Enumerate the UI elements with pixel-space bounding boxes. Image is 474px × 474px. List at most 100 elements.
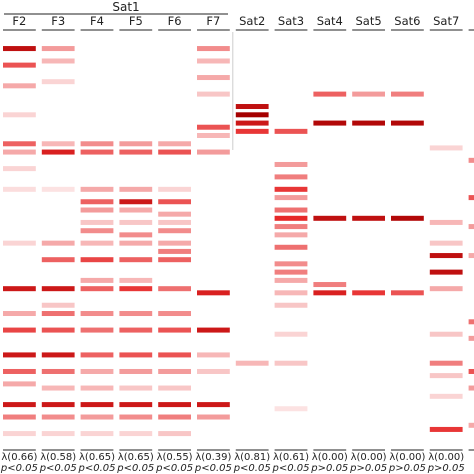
heatmap-cell-f6-16 <box>158 402 191 408</box>
heatmap-cell-f7-5 <box>197 133 230 138</box>
p-value-label-f4: p<0.05 <box>78 463 116 474</box>
heatmap-cell-sat7-3 <box>429 253 463 259</box>
heatmap-cell-f6-14 <box>158 368 191 374</box>
lambda-label-sat4: λ(0.00) <box>312 452 348 463</box>
heatmap-cell-sat3-5 <box>274 207 308 213</box>
heatmap-cell-sat7-7 <box>429 360 463 366</box>
column-label-f7: F7 <box>206 14 220 28</box>
heatmap-cell-sat2-3 <box>235 128 269 134</box>
heatmap-cell-sat7-4 <box>429 269 463 275</box>
p-value-label-sat2: p<0.05 <box>233 463 271 474</box>
p-value-label-f6: p<0.05 <box>155 463 193 474</box>
heatmap-cell-f2-14 <box>3 381 36 387</box>
heatmap-cell-s-4 <box>468 319 474 325</box>
heatmap-cell-f3-16 <box>41 414 75 420</box>
heatmap-cell-f4-8 <box>80 257 114 263</box>
heatmap-cell-f6-2 <box>158 186 191 192</box>
heatmap-cell-sat2-4 <box>235 360 269 366</box>
heatmap-cell-sat4-3 <box>313 282 347 288</box>
lambda-label-f4: λ(0.65) <box>79 452 115 463</box>
heatmap-cell-f3-12 <box>41 352 75 358</box>
heatmap-cell-sat7-1 <box>429 219 463 225</box>
heatmap-cell-sat3-3 <box>274 186 308 192</box>
heatmap-cell-sat6-0 <box>391 91 424 97</box>
heatmap-cell-f4-3 <box>80 199 114 205</box>
heatmap-cell-s-5 <box>468 335 474 341</box>
heatmap-cell-f4-18 <box>80 431 114 437</box>
heatmap-cell-sat2-0 <box>235 104 269 110</box>
heatmap-cell-f5-9 <box>119 277 153 283</box>
column-label-sat2: Sat2 <box>239 14 265 28</box>
heatmap-cell-f2-11 <box>3 327 36 333</box>
heatmap-cell-f4-13 <box>80 352 114 358</box>
heatmap-cell-f7-10 <box>197 368 230 374</box>
heatmap-cell-f5-10 <box>119 286 153 292</box>
heatmap-cell-f3-5 <box>41 186 75 192</box>
heatmap-cell-f7-1 <box>197 58 230 64</box>
column-dividers <box>3 29 474 451</box>
p-value-label-sat4: p>0.05 <box>310 463 348 474</box>
heatmap-cell-f4-9 <box>80 277 114 283</box>
heatmap-cell-s-1 <box>468 195 474 201</box>
heatmap-cell-f7-2 <box>197 75 230 81</box>
heatmap-cell-f2-6 <box>3 166 36 172</box>
heatmap-cell-sat3-2 <box>274 174 308 180</box>
column-label-f4: F4 <box>90 14 104 28</box>
heatmap-cell-sat3-10 <box>274 261 308 267</box>
heatmap-cell-f3-10 <box>41 311 75 317</box>
heatmap-cell-f4-11 <box>80 311 114 317</box>
heatmap-cell-f4-6 <box>80 228 114 234</box>
heatmap-cell-sat3-17 <box>274 406 308 412</box>
heatmap-cell-s-3 <box>468 253 474 259</box>
heatmap-cell-f3-7 <box>41 257 75 263</box>
heatmap-cell-sat4-2 <box>313 215 347 221</box>
heatmap-cells <box>3 46 474 437</box>
heatmap-cell-sat3-9 <box>274 244 308 250</box>
heatmap-cell-f2-9 <box>3 286 36 292</box>
heatmap-cell-f5-7 <box>119 240 153 246</box>
heatmap-cell-f3-8 <box>41 286 75 292</box>
heatmap-cell-sat3-4 <box>274 195 308 201</box>
heatmap-cell-f6-5 <box>158 219 191 225</box>
heatmap-cell-f4-17 <box>80 414 114 420</box>
p-value-label-f2: p<0.05 <box>0 463 38 474</box>
heatmap-cell-f7-11 <box>197 402 230 408</box>
heatmap-cell-f3-0 <box>41 46 75 52</box>
heatmap-cell-f3-3 <box>41 141 75 147</box>
column-label-sat3: Sat3 <box>278 14 304 28</box>
heatmap-cell-f2-10 <box>3 311 36 317</box>
heatmap-cell-f5-15 <box>119 385 153 391</box>
heatmap-cell-f3-9 <box>41 302 75 308</box>
heatmap-cell-f3-11 <box>41 327 75 333</box>
heatmap-cell-f6-11 <box>158 311 191 317</box>
heatmap-cell-s-7 <box>468 385 474 391</box>
header: Sat1 <box>4 0 228 15</box>
heatmap-cell-f5-11 <box>119 311 153 317</box>
heatmap-cell-f6-9 <box>158 257 191 263</box>
heatmap-cell-f2-15 <box>3 402 36 408</box>
heatmap-cell-sat7-2 <box>429 240 463 246</box>
heatmap-cell-f5-8 <box>119 257 153 263</box>
heatmap-cell-s-6 <box>468 368 474 374</box>
heatmap-cell-sat2-1 <box>235 112 269 118</box>
heatmap-cell-f3-15 <box>41 402 75 408</box>
heatmap-cell-f6-12 <box>158 327 191 333</box>
lambda-label-f3: λ(0.58) <box>40 452 76 463</box>
heatmap-cell-sat7-5 <box>429 286 463 292</box>
lambda-label-f6: λ(0.55) <box>157 452 193 463</box>
heatmap-cell-f6-6 <box>158 228 191 234</box>
heatmap-cell-f6-3 <box>158 199 191 205</box>
heatmap-cell-sat5-2 <box>352 215 385 221</box>
heatmap-cell-sat3-1 <box>274 161 308 167</box>
heatmap-cell-f4-15 <box>80 385 114 391</box>
p-value-label-f3: p<0.05 <box>39 463 77 474</box>
heatmap-cell-f4-14 <box>80 368 114 374</box>
heatmap-cell-f2-1 <box>3 62 36 68</box>
heatmap-cell-f5-13 <box>119 352 153 358</box>
heatmap-cell-sat5-0 <box>352 91 385 97</box>
heatmap-cell-sat4-0 <box>313 91 347 97</box>
heatmap-cell-f6-1 <box>158 149 191 155</box>
heatmap-cell-f3-14 <box>41 385 75 391</box>
heatmap-cell-s-0 <box>468 157 474 163</box>
